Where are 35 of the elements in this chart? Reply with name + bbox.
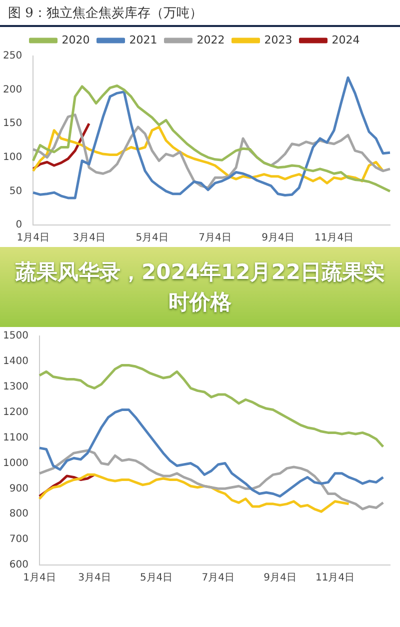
x-tick-label: 5月4日 xyxy=(140,572,173,584)
x-tick-label: 7月4日 xyxy=(198,232,232,244)
y-tick-label: 200 xyxy=(2,84,22,96)
x-tick-label: 7月4日 xyxy=(202,572,235,584)
y-tick-label: 600 xyxy=(9,560,28,571)
y-tick-label: 900 xyxy=(9,483,28,494)
y-tick-label: 250 xyxy=(2,50,22,62)
y-tick-label: 150 xyxy=(2,118,22,130)
y-tick-label: 1100 xyxy=(2,432,28,444)
y-tick-label: 1500 xyxy=(2,330,28,342)
legend-label: 2020 xyxy=(62,33,90,46)
x-tick-label: 3月4日 xyxy=(78,572,111,584)
y-tick-label: 700 xyxy=(9,534,28,546)
y-tick-label: 50 xyxy=(9,186,22,197)
y-tick-label: 0 xyxy=(16,220,22,231)
legend-label: 2023 xyxy=(264,33,292,46)
text: 蔬果风华录，2024年12月22日蔬果实时价格 xyxy=(14,259,386,316)
x-tick-label: 1月4日 xyxy=(23,572,56,584)
x-tick-label: 9月4日 xyxy=(262,232,294,244)
legend-label: 2024 xyxy=(332,33,360,46)
y-tick-label: 1300 xyxy=(2,381,28,392)
y-tick-label: 100 xyxy=(2,152,22,163)
y-tick-label: 1400 xyxy=(2,356,28,368)
y-tick-label: 1200 xyxy=(2,406,28,418)
y-tick-label: 1000 xyxy=(2,458,28,469)
x-tick-label: 9月4日 xyxy=(264,572,296,584)
legend-label: 2021 xyxy=(129,33,158,46)
x-tick-label: 11月4日 xyxy=(314,232,354,244)
legend-label: 2022 xyxy=(196,33,225,46)
x-tick-label: 3月4日 xyxy=(72,232,106,244)
x-tick-label: 11月4日 xyxy=(315,572,355,584)
chart-title: 图 9：独立焦企焦炭库存（万吨） xyxy=(0,0,400,27)
y-tick-label: 800 xyxy=(9,508,28,520)
x-tick-label: 5月4日 xyxy=(136,232,168,244)
x-tick-label: 1月4日 xyxy=(16,232,50,244)
